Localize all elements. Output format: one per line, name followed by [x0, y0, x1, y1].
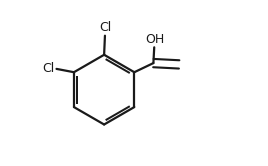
Text: Cl: Cl — [99, 21, 111, 34]
Text: OH: OH — [145, 33, 164, 46]
Text: Cl: Cl — [42, 62, 54, 75]
